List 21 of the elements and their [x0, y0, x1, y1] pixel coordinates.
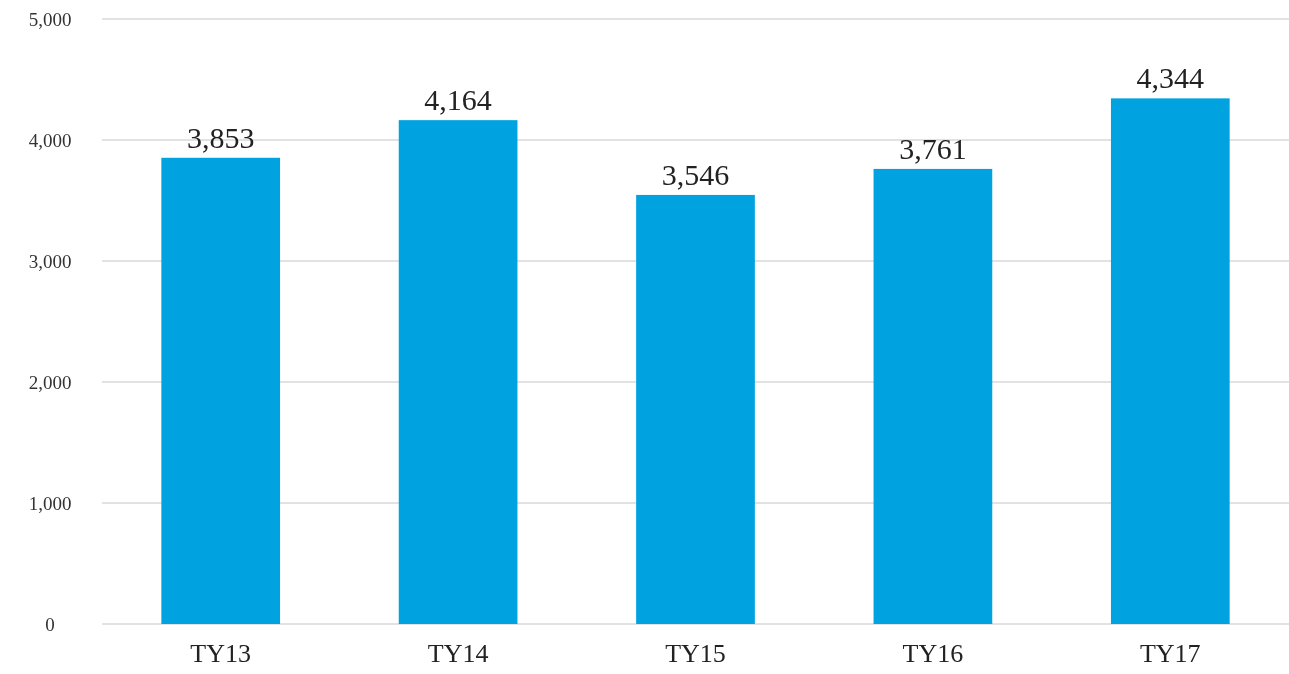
y-tick-label: 1,000 — [28, 492, 72, 514]
bar — [161, 157, 281, 624]
data-label: 3,761 — [899, 131, 967, 165]
x-tick-label: TY16 — [902, 639, 964, 668]
data-label: 4,344 — [1136, 61, 1205, 95]
bar — [398, 120, 518, 624]
y-tick-label: 0 — [45, 613, 55, 635]
data-label: 3,546 — [661, 157, 730, 191]
x-tick-label: TY13 — [190, 639, 252, 668]
y-tick-label: 4,000 — [28, 129, 72, 151]
x-tick-label: TY14 — [427, 639, 489, 668]
bar — [636, 194, 755, 624]
y-tick-label: 5,000 — [28, 8, 72, 30]
x-tick-label: TY15 — [665, 639, 726, 668]
x-tick-label: TY17 — [1139, 639, 1201, 668]
data-label: 4,164 — [424, 83, 492, 117]
bar — [1110, 98, 1230, 624]
y-tick-label: 2,000 — [28, 371, 72, 393]
y-tick-label: 3,000 — [28, 250, 72, 272]
data-label: 3,853 — [186, 120, 255, 154]
bar — [873, 168, 993, 624]
